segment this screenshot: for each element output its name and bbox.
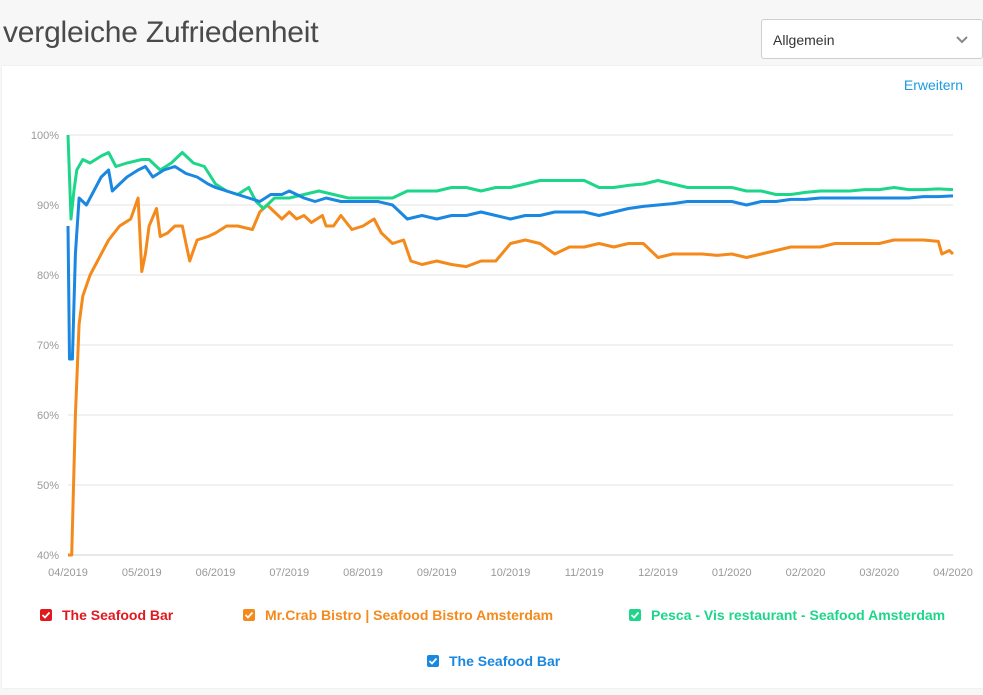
legend-label: Mr.Crab Bistro | Seafood Bistro Amsterda… xyxy=(265,607,554,623)
expand-link[interactable]: Erweitern xyxy=(903,77,963,93)
series-line xyxy=(66,165,954,361)
x-tick-label: 03/2020 xyxy=(859,567,899,579)
legend-label: Pesca - Vis restaurant - Seafood Amsterd… xyxy=(651,607,946,623)
y-tick-label: 60% xyxy=(37,410,59,422)
checkbox-icon[interactable] xyxy=(243,609,255,621)
legend-label: The Seafood Bar xyxy=(449,653,561,669)
x-tick-label: 11/2019 xyxy=(565,567,604,579)
legend-item[interactable]: The Seafood Bar xyxy=(40,607,173,623)
y-tick-label: 100% xyxy=(31,130,59,142)
x-tick-label: 08/2019 xyxy=(343,567,383,579)
y-tick-label: 80% xyxy=(37,270,59,282)
x-tick-label: 04/2019 xyxy=(48,567,88,579)
legend-item[interactable]: The Seafood Bar xyxy=(427,653,560,669)
legend-item[interactable]: Pesca - Vis restaurant - Seafood Amsterd… xyxy=(629,607,945,623)
y-tick-label: 50% xyxy=(37,480,59,492)
series-line xyxy=(68,196,955,557)
chevron-down-icon xyxy=(956,36,968,44)
x-tick-label: 06/2019 xyxy=(196,567,236,579)
y-axis-labels: 40% 50% 60% 70% 80% 90% 100% xyxy=(31,130,59,562)
legend-item[interactable]: Mr.Crab Bistro | Seafood Bistro Amsterda… xyxy=(243,607,553,623)
x-tick-label: 01/2020 xyxy=(712,567,752,579)
checkbox-icon[interactable] xyxy=(40,609,52,621)
series-line xyxy=(66,134,954,221)
y-tick-label: 70% xyxy=(37,340,59,352)
category-dropdown[interactable]: Allgemein xyxy=(761,19,983,59)
checkbox-icon[interactable] xyxy=(629,609,641,621)
checkbox-icon[interactable] xyxy=(427,655,439,667)
legend-label: The Seafood Bar xyxy=(62,607,174,623)
y-tick-label: 40% xyxy=(37,550,59,562)
y-tick-label: 90% xyxy=(37,200,59,212)
dropdown-value: Allgemein xyxy=(773,32,835,48)
x-axis-labels: 04/2019 05/2019 06/2019 07/2019 08/2019 09/20… xyxy=(48,567,973,579)
series-lines xyxy=(66,134,955,557)
x-tick-label: 05/2019 xyxy=(122,567,162,579)
grid-lines xyxy=(68,134,953,556)
x-tick-label: 02/2020 xyxy=(786,567,826,579)
x-tick-label: 09/2019 xyxy=(417,567,457,579)
x-tick-label: 07/2019 xyxy=(269,567,309,579)
x-tick-label: 10/2019 xyxy=(491,567,531,579)
page-title: vergleiche Zufriedenheit xyxy=(3,16,319,49)
x-tick-label: 04/2020 xyxy=(933,567,973,579)
x-tick-label: 12/2019 xyxy=(638,567,678,579)
